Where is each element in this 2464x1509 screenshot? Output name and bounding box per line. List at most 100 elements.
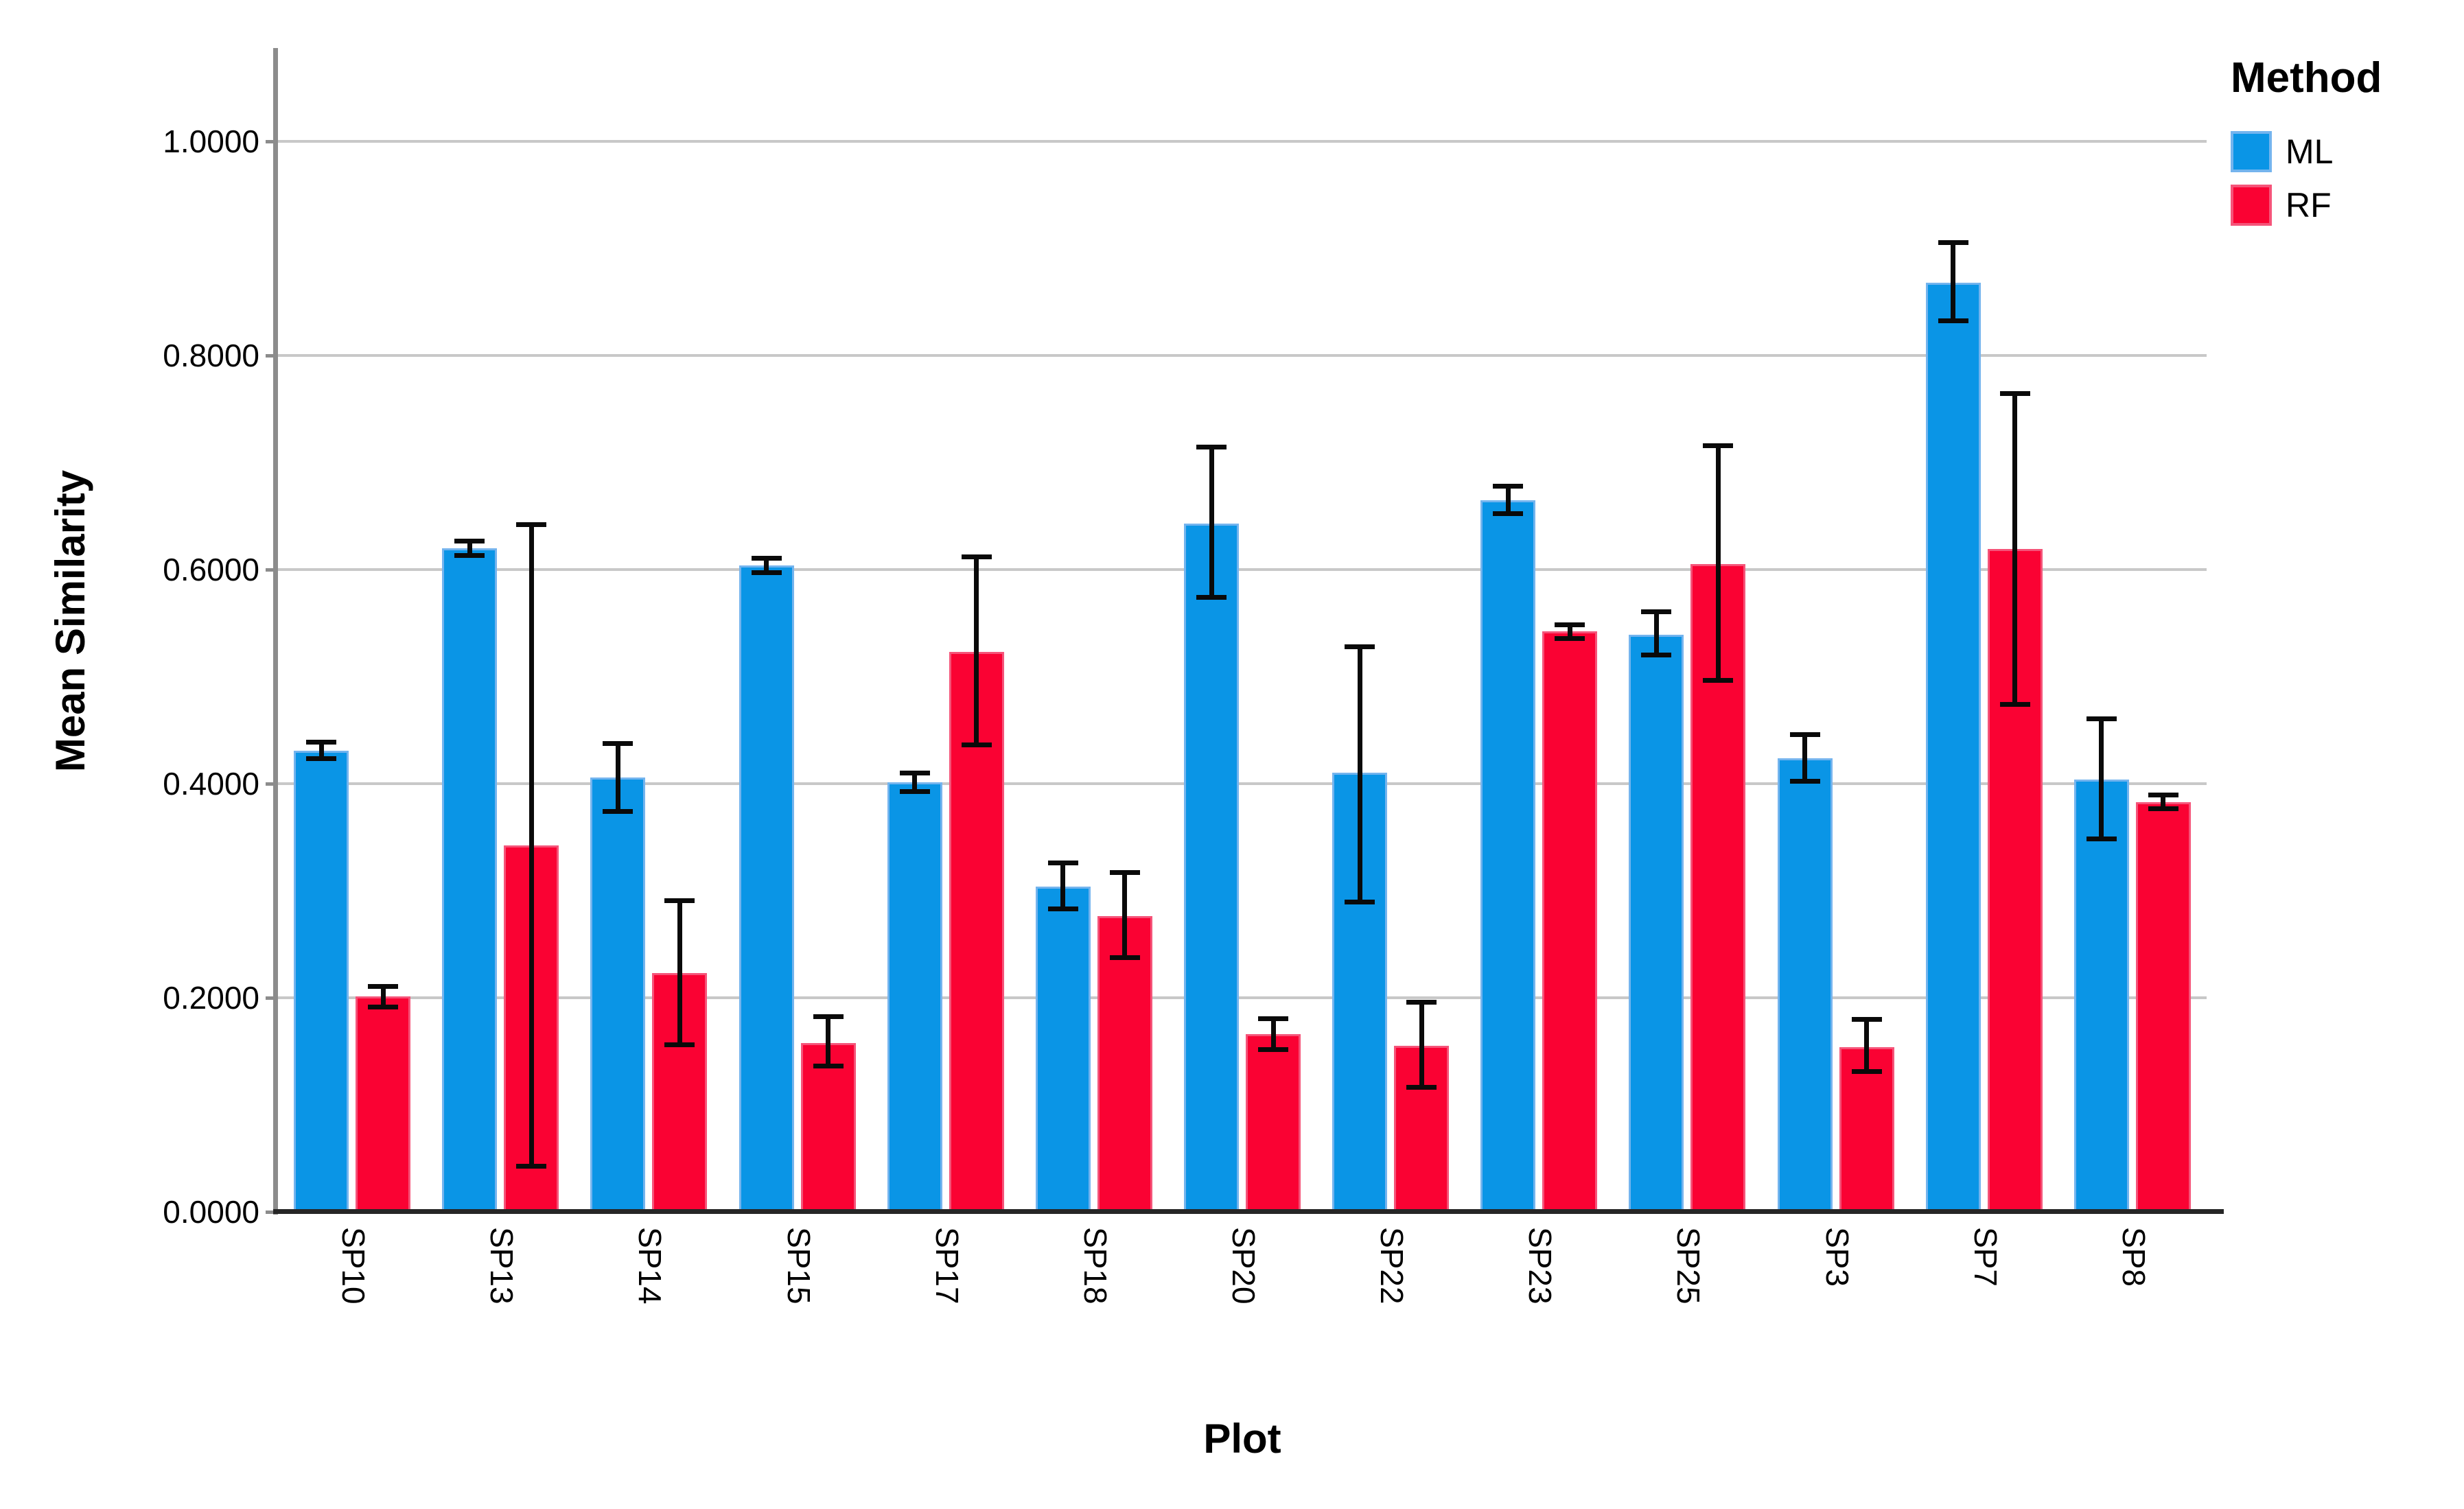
- error-cap-top-SP20-RF: [1258, 1016, 1288, 1021]
- y-tick-label: 0.8000: [163, 338, 259, 373]
- error-bar-SP13-ML: [467, 540, 472, 556]
- gridline-0.4000: [278, 782, 2207, 785]
- error-cap-top-SP13-ML: [454, 538, 485, 543]
- x-tick-label-text: SP14: [632, 1227, 669, 1305]
- legend-item-ML: ML: [2231, 131, 2382, 172]
- gridline-1.0000: [278, 140, 2207, 143]
- x-axis-title: Plot: [1203, 1416, 1281, 1462]
- error-cap-bottom-SP3-RF: [1851, 1068, 1882, 1074]
- error-cap-top-SP8-RF: [2148, 792, 2178, 797]
- error-bar-SP3-RF: [1864, 1019, 1870, 1072]
- error-bar-SP14-RF: [677, 900, 682, 1045]
- bar-SP7-RF: [1987, 549, 2043, 1212]
- bar-SP3-ML: [1777, 758, 1833, 1212]
- bar-SP17-ML: [887, 782, 942, 1212]
- error-bar-SP8-RF: [2161, 794, 2166, 810]
- error-cap-bottom-SP8-RF: [2148, 806, 2178, 812]
- error-cap-bottom-SP13-ML: [454, 552, 485, 558]
- error-cap-bottom-SP7-RF: [1999, 701, 2030, 707]
- error-bar-SP17-RF: [974, 557, 979, 745]
- error-cap-bottom-SP14-RF: [664, 1042, 695, 1047]
- legend-label-ML: ML: [2286, 132, 2334, 171]
- error-bar-SP22-RF: [1419, 1002, 1424, 1088]
- error-cap-top-SP18-ML: [1047, 861, 1078, 866]
- error-bar-SP10-ML: [318, 742, 324, 760]
- error-bar-SP25-ML: [1653, 611, 1659, 655]
- y-tick-mark: [266, 140, 274, 143]
- y-tick-mark: [266, 354, 274, 358]
- error-bar-SP23-ML: [1505, 486, 1511, 514]
- error-cap-bottom-SP15-ML: [751, 570, 782, 575]
- bar-SP18-RF: [1097, 916, 1152, 1212]
- bar-SP10-ML: [294, 750, 349, 1212]
- error-cap-bottom-SP14-ML: [603, 808, 634, 814]
- error-cap-top-SP18-RF: [1109, 870, 1140, 876]
- error-cap-bottom-SP3-ML: [1789, 778, 1820, 784]
- error-bar-SP23-RF: [1567, 624, 1572, 640]
- legend-item-RF: RF: [2231, 185, 2382, 226]
- error-cap-bottom-SP20-ML: [1196, 594, 1227, 600]
- error-cap-bottom-SP25-ML: [1641, 652, 1672, 657]
- y-tick-mark: [266, 568, 274, 572]
- error-cap-bottom-SP8-ML: [2086, 837, 2117, 842]
- legend-swatch-ML: [2231, 131, 2272, 172]
- gridline-0.6000: [278, 568, 2207, 571]
- gridline-0.2000: [278, 996, 2207, 999]
- bar-SP3-RF: [1839, 1046, 1894, 1212]
- error-cap-bottom-SP15-RF: [813, 1063, 844, 1068]
- error-bar-SP22-ML: [1357, 646, 1362, 903]
- error-cap-top-SP10-RF: [368, 983, 399, 989]
- bar-SP20-RF: [1246, 1034, 1301, 1212]
- legend-swatch-RF: [2231, 185, 2272, 226]
- x-tick-label-text: SP8: [2115, 1227, 2152, 1287]
- error-cap-bottom-SP18-RF: [1109, 955, 1140, 961]
- x-tick-label-text: SP17: [929, 1227, 965, 1305]
- error-cap-top-SP20-ML: [1196, 444, 1227, 449]
- y-tick-label: 0.4000: [163, 766, 259, 802]
- error-bar-SP18-ML: [1060, 863, 1066, 909]
- error-bar-SP13-RF: [528, 524, 534, 1167]
- legend: Method ML RF: [2231, 54, 2382, 238]
- error-cap-bottom-SP22-ML: [1345, 900, 1375, 905]
- error-cap-top-SP7-RF: [1999, 390, 2030, 396]
- error-bar-SP10-RF: [380, 985, 386, 1008]
- error-cap-top-SP14-ML: [603, 740, 634, 746]
- bar-SP23-ML: [1480, 500, 1536, 1212]
- error-cap-bottom-SP17-ML: [899, 789, 930, 795]
- error-cap-top-SP25-ML: [1641, 609, 1672, 614]
- legend-items: ML RF: [2231, 131, 2382, 226]
- x-tick-label-text: SP25: [1671, 1227, 1707, 1305]
- error-cap-bottom-SP7-ML: [1938, 318, 1968, 324]
- bar-SP25-ML: [1629, 635, 1684, 1212]
- bar-SP10-RF: [356, 996, 411, 1212]
- bar-SP7-ML: [1925, 282, 1981, 1212]
- error-cap-top-SP23-RF: [1555, 622, 1585, 627]
- error-cap-bottom-SP20-RF: [1258, 1047, 1288, 1053]
- error-cap-top-SP17-ML: [899, 771, 930, 776]
- error-cap-top-SP17-RF: [961, 554, 992, 560]
- y-tick-label: 0.6000: [163, 552, 259, 587]
- error-bar-SP25-RF: [1715, 445, 1721, 681]
- bar-SP8-RF: [2135, 802, 2191, 1212]
- error-cap-top-SP25-RF: [1703, 443, 1734, 449]
- x-tick-label-text: SP23: [1522, 1227, 1559, 1305]
- y-tick-mark: [266, 782, 274, 786]
- y-axis-line: [273, 48, 278, 1215]
- error-bar-SP3-ML: [1802, 734, 1808, 782]
- error-cap-top-SP7-ML: [1938, 239, 1968, 245]
- bar-SP23-RF: [1542, 631, 1598, 1212]
- x-tick-label-text: SP13: [484, 1227, 520, 1305]
- y-axis-title: Mean Similarity: [47, 469, 93, 773]
- error-cap-bottom-SP10-ML: [306, 756, 337, 762]
- error-cap-top-SP14-RF: [664, 898, 695, 904]
- error-cap-top-SP10-ML: [306, 740, 337, 745]
- error-cap-bottom-SP13-RF: [516, 1164, 547, 1169]
- gridline-0.8000: [278, 354, 2207, 357]
- error-bar-SP7-RF: [2012, 393, 2018, 705]
- y-tick-mark: [266, 996, 274, 1000]
- bar-SP13-ML: [442, 548, 498, 1212]
- y-tick-label: 1.0000: [163, 124, 259, 159]
- error-cap-bottom-SP10-RF: [368, 1005, 399, 1010]
- error-cap-bottom-SP18-ML: [1047, 906, 1078, 911]
